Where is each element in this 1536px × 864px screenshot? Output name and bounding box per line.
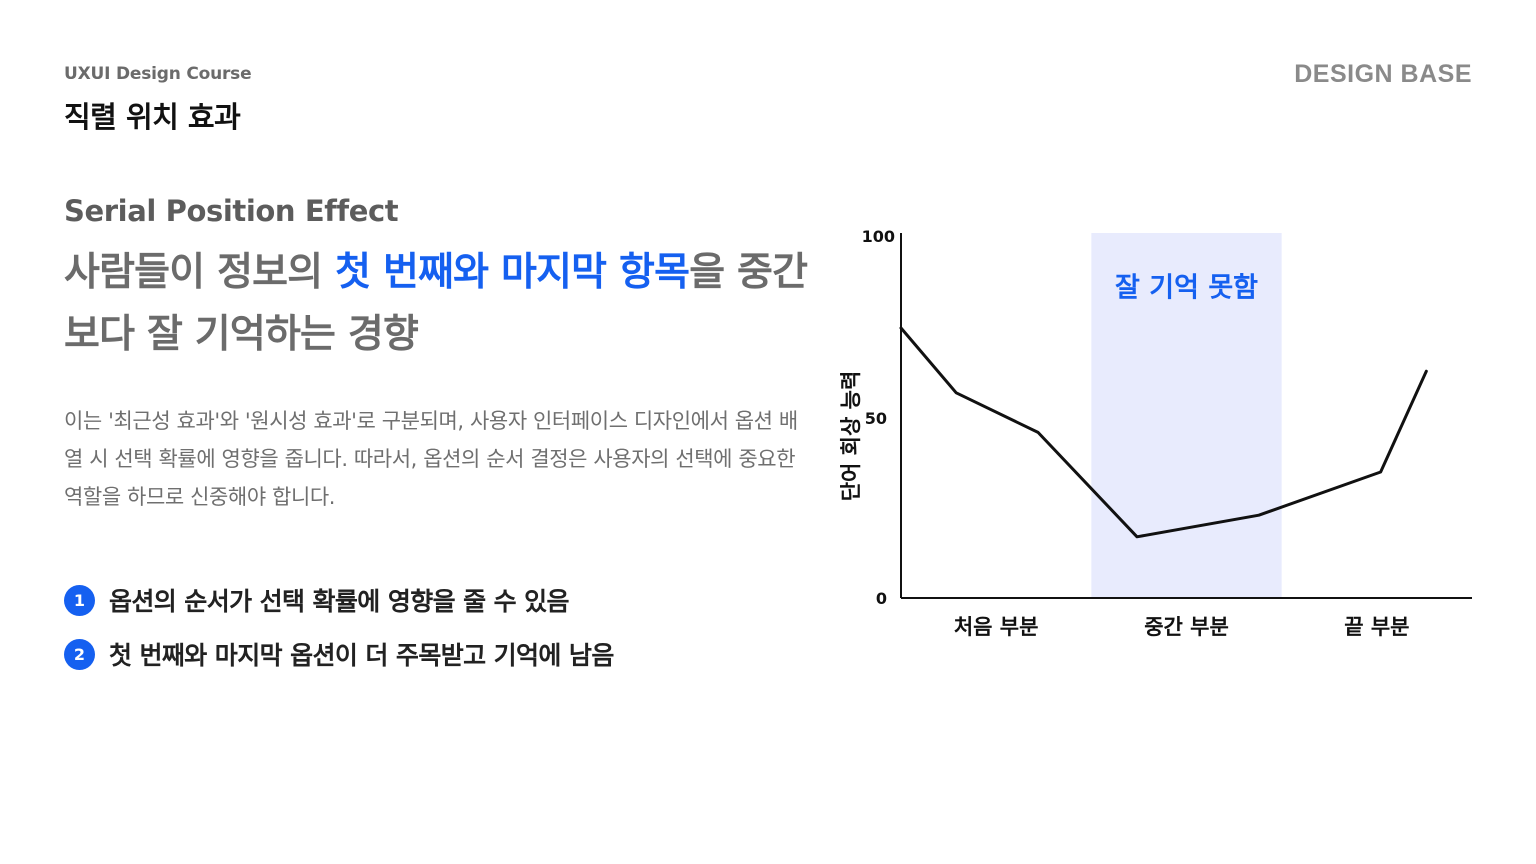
point-text: 옵션의 순서가 선택 확률에 영향을 줄 수 있음 (109, 587, 570, 616)
y-tick-label: 100 (862, 227, 895, 246)
y-axis-label: 단어 회상 능력 (839, 371, 863, 502)
list-item: 1 옵션의 순서가 선택 확률에 영향을 줄 수 있음 (64, 580, 614, 620)
headline-accent: 첫 번째와 마지막 항목 (335, 250, 690, 295)
headline: 사람들이 정보의 첫 번째와 마지막 항목을 중간보다 잘 기억하는 경향 (64, 242, 824, 366)
y-tick-label: 50 (865, 409, 887, 428)
highlight-label: 잘 기억 못함 (1115, 273, 1258, 304)
point-text: 첫 번째와 마지막 옵션이 더 주목받고 기억에 남음 (109, 641, 614, 670)
x-tick-label: 처음 부분 (954, 615, 1039, 639)
brand-logo: DESIGN BASE (1294, 60, 1472, 88)
page-title: 직렬 위치 효과 (64, 100, 241, 134)
series-line (899, 326, 1428, 539)
x-tick-label: 중간 부분 (1144, 615, 1229, 639)
list-item: 2 첫 번째와 마지막 옵션이 더 주목받고 기억에 남음 (64, 634, 614, 674)
x-tick-label: 끝 부분 (1344, 615, 1409, 639)
course-label: UXUI Design Course (64, 64, 252, 84)
key-points-list: 1 옵션의 순서가 선택 확률에 영향을 줄 수 있음 2 첫 번째와 마지막 … (64, 580, 614, 688)
subtitle-english: Serial Position Effect (64, 194, 399, 228)
y-tick-label: 0 (876, 589, 887, 608)
headline-text-end: 을 중간보다 잘 기억하는 경향 (64, 250, 808, 357)
number-badge: 1 (64, 584, 95, 616)
headline-text: 사람들이 정보의 (64, 250, 336, 295)
number-badge: 2 (64, 638, 95, 670)
highlight-band (1091, 233, 1282, 598)
description: 이는 '최근성 효과'와 '원시성 효과'로 구분되며, 사용자 인터페이스 디… (64, 409, 798, 509)
